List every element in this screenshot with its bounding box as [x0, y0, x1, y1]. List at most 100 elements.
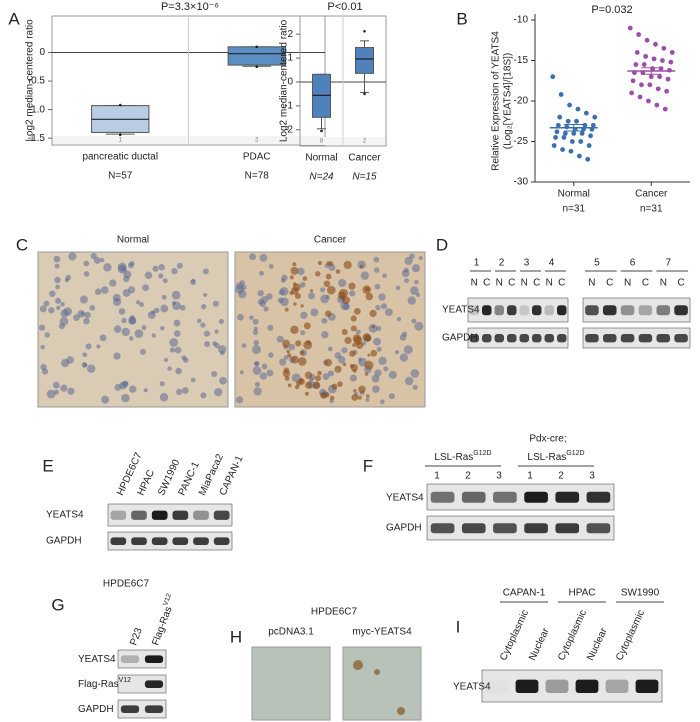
band [605, 679, 629, 694]
cell-nucleus [181, 355, 187, 361]
lane-label: 2 [465, 471, 471, 482]
point [657, 74, 663, 80]
flier [320, 129, 323, 133]
cell-nucleus [176, 388, 183, 396]
stain [352, 368, 357, 373]
band [493, 523, 517, 534]
flier [363, 92, 366, 96]
cell-nucleus [254, 360, 260, 367]
cell-nucleus [200, 322, 206, 328]
cell-nucleus [219, 376, 227, 385]
cell-nucleus [129, 317, 136, 325]
point [590, 122, 596, 128]
point [553, 135, 558, 140]
cell-nucleus [214, 388, 223, 397]
cell-nucleus [122, 288, 131, 297]
cell-nucleus [404, 256, 413, 266]
stain [358, 385, 366, 394]
flier [255, 65, 259, 69]
cell-nucleus [372, 385, 380, 394]
cell-nucleus [158, 273, 164, 279]
n-label: n=31 [562, 204, 585, 215]
band [430, 491, 455, 503]
cell-nucleus [388, 393, 395, 400]
cell-nucleus [203, 330, 210, 337]
y-tick-label: -2 [284, 124, 293, 135]
cell-nucleus [373, 256, 380, 263]
cell-nucleus [299, 281, 306, 288]
cell-nucleus [212, 300, 219, 307]
cell-nucleus [83, 271, 90, 277]
band [620, 305, 635, 316]
panel-label: A [8, 9, 20, 28]
cell-nucleus [307, 292, 315, 300]
cell-nucleus [151, 333, 156, 338]
band [213, 537, 230, 545]
point [668, 59, 674, 65]
point [574, 118, 579, 124]
row-label: GAPDH [78, 704, 114, 715]
point [586, 143, 592, 148]
cell-nucleus [171, 300, 177, 306]
cell-nucleus [410, 369, 420, 378]
point [651, 56, 657, 62]
cell-nucleus [54, 297, 62, 304]
cell-nucleus [373, 267, 380, 273]
cell-nucleus [121, 317, 127, 324]
stain [293, 283, 301, 292]
stain [341, 328, 348, 336]
cell-nucleus [378, 356, 387, 366]
x-tick-label: PDAC [243, 152, 271, 163]
box [227, 46, 286, 66]
y-axis-label: Relative Expression of YEATS4 [491, 31, 502, 171]
row-label-main: YEATS4 [78, 654, 116, 665]
lane-label: N [521, 278, 528, 289]
stain [367, 353, 371, 357]
point [636, 32, 642, 37]
band [461, 491, 486, 503]
band [151, 537, 168, 545]
colony [374, 669, 380, 675]
cell-nucleus [87, 364, 96, 373]
cell-nucleus [90, 252, 97, 260]
band [193, 510, 209, 520]
cell-nucleus [175, 367, 182, 375]
x-tick-label: Normal [305, 153, 337, 164]
cell-nucleus [176, 262, 183, 269]
stain [289, 275, 294, 280]
point [569, 139, 575, 144]
chart-title: P=3.3×10⁻⁶ [161, 1, 219, 13]
point [571, 131, 577, 136]
stain [290, 355, 299, 364]
cell-nucleus [52, 381, 60, 389]
cell-nucleus [212, 341, 218, 346]
row-label: Flag-RasV12 [78, 677, 131, 690]
band [586, 491, 611, 503]
cell-nucleus [252, 345, 261, 355]
cell-nucleus [374, 369, 382, 377]
point [585, 156, 591, 162]
blot-membrane [117, 649, 167, 669]
band [144, 705, 164, 713]
cell-nucleus [93, 256, 101, 264]
stain [365, 286, 370, 292]
blot-membrane [117, 699, 167, 719]
cell-nucleus [160, 325, 165, 331]
cell-nucleus [65, 274, 72, 281]
cell-nucleus [121, 327, 130, 337]
stain [295, 380, 302, 386]
stain [315, 271, 321, 277]
stain [326, 285, 336, 295]
sample-label: 1 [474, 258, 480, 269]
cell-nucleus [202, 268, 209, 275]
cell-nucleus [81, 362, 88, 368]
cell-nucleus [401, 269, 410, 278]
cell-nucleus [219, 350, 225, 356]
stain [351, 394, 359, 401]
point [634, 50, 640, 55]
stain [304, 381, 313, 389]
panel-label: F [363, 456, 373, 475]
cell-nucleus [40, 344, 45, 350]
stain [342, 362, 347, 367]
